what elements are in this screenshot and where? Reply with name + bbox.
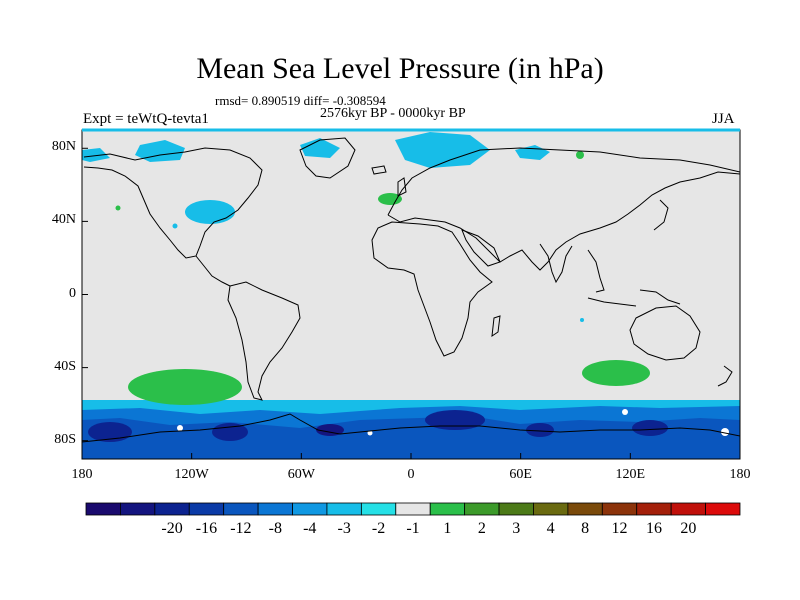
southern-band-dark bbox=[82, 416, 740, 459]
colorbar-label: -1 bbox=[406, 520, 420, 537]
season-label: JJA bbox=[712, 111, 735, 127]
tiny-anomaly bbox=[580, 318, 584, 322]
colorbar-label: -3 bbox=[337, 520, 351, 537]
positive-anomaly-pacific bbox=[115, 205, 121, 211]
y-tick-label: 80N bbox=[51, 139, 76, 155]
north-atlantic-anomaly-w bbox=[185, 200, 235, 224]
colorbar-swatch bbox=[601, 502, 638, 516]
colorbar-swatch bbox=[326, 502, 362, 516]
colorbar-label: -2 bbox=[371, 520, 386, 537]
colorbar-swatch bbox=[292, 502, 328, 516]
colorbar-swatch bbox=[670, 502, 706, 516]
white-spot bbox=[367, 430, 373, 436]
colorbar-label: -16 bbox=[195, 520, 218, 537]
colorbar-label: 20 bbox=[680, 520, 697, 537]
colorbar-swatch bbox=[636, 502, 672, 516]
colorbar-label: 16 bbox=[645, 520, 662, 537]
colorbar-label: -20 bbox=[161, 520, 183, 537]
colorbar-swatch bbox=[567, 502, 603, 516]
x-tick-label: 0 bbox=[407, 467, 415, 482]
arctic-anomaly-europe bbox=[395, 132, 490, 168]
colorbar-swatch bbox=[464, 502, 500, 516]
positive-anomaly-south-pacific bbox=[128, 369, 242, 405]
colorbar-swatch bbox=[533, 502, 569, 516]
colorbar-swatch bbox=[498, 502, 534, 516]
arctic-anomaly-greenland bbox=[300, 138, 340, 158]
positive-anomaly-south-indian bbox=[582, 360, 650, 386]
stats-line: rmsd= 0.890519 diff= -0.308594 bbox=[215, 93, 386, 108]
x-tick-label: 120W bbox=[174, 467, 209, 482]
colorbar-swatch bbox=[360, 502, 397, 516]
x-tick-label: 180 bbox=[729, 467, 751, 482]
y-tick-label: 80S bbox=[54, 431, 76, 447]
colorbar-swatch bbox=[223, 502, 259, 516]
positive-anomaly-europe bbox=[378, 193, 402, 205]
low-cell bbox=[632, 420, 668, 436]
colorbar-label: -4 bbox=[303, 520, 317, 537]
colorbar-label: 1 bbox=[443, 520, 452, 537]
colorbar-label: 2 bbox=[477, 520, 486, 537]
positive-anomaly-siberia bbox=[576, 151, 584, 159]
y-tick-label: 40S bbox=[54, 358, 76, 374]
white-spot bbox=[721, 428, 729, 436]
colorbar-label: -12 bbox=[230, 520, 252, 537]
colorbar-swatch bbox=[429, 502, 466, 516]
x-tick-label: 120E bbox=[615, 467, 646, 482]
low-cell bbox=[88, 422, 132, 442]
period-label: 2576kyr BP - 0000kyr BP bbox=[320, 106, 466, 121]
y-tick-label: 0 bbox=[69, 285, 76, 301]
colorbar-swatch bbox=[154, 502, 190, 516]
x-tick-label: 60E bbox=[509, 467, 532, 482]
x-tick-label: 60W bbox=[287, 467, 315, 482]
north-pacific-anomaly bbox=[135, 140, 185, 162]
colorbar-label: 4 bbox=[546, 520, 555, 537]
experiment-label: Expt = teWtQ-tevta1 bbox=[83, 111, 209, 127]
low-cell bbox=[526, 423, 554, 437]
anomaly-fill-layer bbox=[82, 132, 740, 459]
coastlines bbox=[82, 137, 740, 443]
colorbar-swatch bbox=[257, 502, 293, 516]
colorbar-swatch bbox=[395, 502, 431, 516]
colorbar-label: 8 bbox=[581, 520, 590, 537]
colorbar-swatch bbox=[85, 502, 121, 516]
colorbar bbox=[85, 502, 741, 516]
x-tick-label: 180 bbox=[71, 467, 93, 482]
white-spot bbox=[177, 425, 183, 431]
y-tick-marks bbox=[82, 147, 88, 442]
white-spot bbox=[622, 409, 628, 415]
colorbar-label: 12 bbox=[611, 520, 628, 537]
x-tick-marks bbox=[81, 453, 741, 459]
colorbar-swatch bbox=[188, 502, 225, 516]
north-anomaly-west bbox=[82, 148, 110, 162]
colorbar-swatch bbox=[705, 502, 741, 516]
colorbar-swatch bbox=[120, 502, 156, 516]
y-tick-label: 40N bbox=[51, 212, 76, 228]
chart-title: Mean Sea Level Pressure (in hPa) bbox=[196, 52, 604, 85]
tiny-anomaly bbox=[172, 223, 178, 229]
colorbar-label: 3 bbox=[512, 520, 521, 537]
low-cell bbox=[425, 410, 485, 430]
colorbar-label: -8 bbox=[268, 520, 282, 537]
